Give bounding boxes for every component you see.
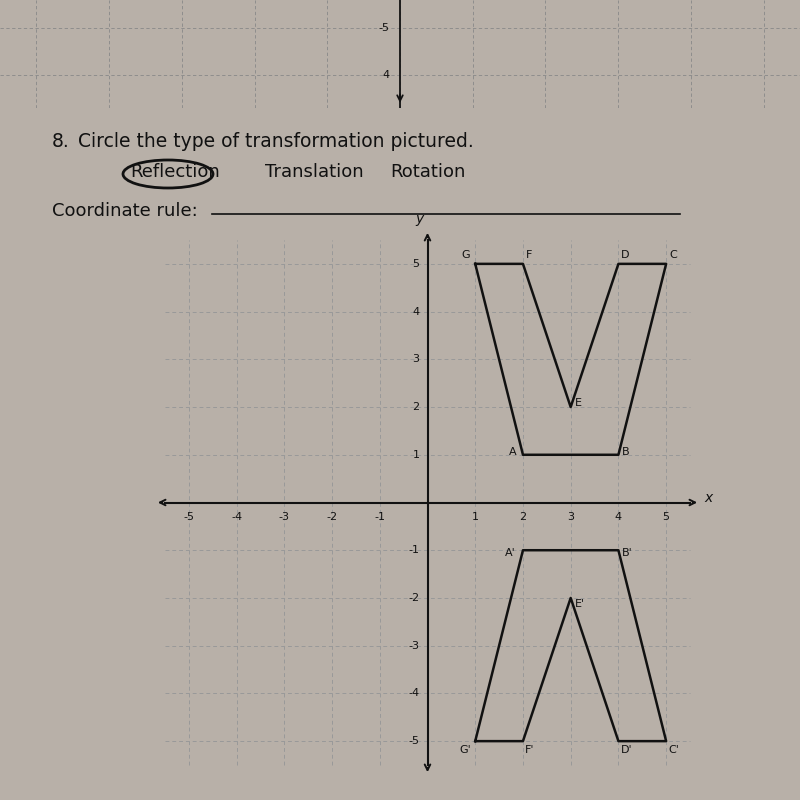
Text: 2: 2	[519, 513, 526, 522]
Text: Translation: Translation	[265, 163, 364, 181]
Text: y: y	[415, 212, 424, 226]
Text: G: G	[462, 250, 470, 260]
Text: A: A	[509, 446, 517, 457]
Text: D': D'	[621, 745, 632, 755]
Text: F': F'	[525, 745, 534, 755]
Text: 5: 5	[662, 513, 670, 522]
Text: 3: 3	[567, 513, 574, 522]
Text: 5: 5	[413, 259, 419, 269]
Text: F: F	[526, 250, 532, 260]
Text: -4: -4	[231, 513, 242, 522]
Text: 4: 4	[412, 306, 419, 317]
Text: E: E	[574, 398, 582, 408]
Text: -1: -1	[409, 546, 419, 555]
Text: -2: -2	[326, 513, 338, 522]
Text: -4: -4	[408, 689, 419, 698]
Text: Coordinate rule:: Coordinate rule:	[52, 202, 198, 220]
Text: E': E'	[574, 599, 585, 609]
Text: B: B	[622, 446, 629, 457]
Text: Circle the type of transformation pictured.: Circle the type of transformation pictur…	[78, 132, 474, 151]
Text: -3: -3	[279, 513, 290, 522]
Text: -5: -5	[378, 23, 389, 33]
Text: C: C	[669, 250, 677, 260]
Text: 4: 4	[382, 70, 389, 80]
Text: 2: 2	[412, 402, 419, 412]
Text: -1: -1	[374, 513, 386, 522]
Text: -5: -5	[183, 513, 194, 522]
Text: 1: 1	[472, 513, 478, 522]
Text: 4: 4	[615, 513, 622, 522]
Text: x: x	[704, 491, 712, 506]
Text: 1: 1	[413, 450, 419, 460]
Text: -2: -2	[408, 593, 419, 603]
Text: B': B'	[622, 548, 632, 558]
Text: 3: 3	[413, 354, 419, 364]
Text: A': A'	[505, 548, 516, 558]
Text: Rotation: Rotation	[390, 163, 466, 181]
Text: 8.: 8.	[52, 132, 70, 151]
Text: D: D	[621, 250, 629, 260]
Text: C': C'	[668, 745, 679, 755]
Text: -3: -3	[409, 641, 419, 650]
Text: Reflection: Reflection	[130, 163, 220, 181]
Text: -5: -5	[409, 736, 419, 746]
Text: G': G'	[459, 745, 471, 755]
